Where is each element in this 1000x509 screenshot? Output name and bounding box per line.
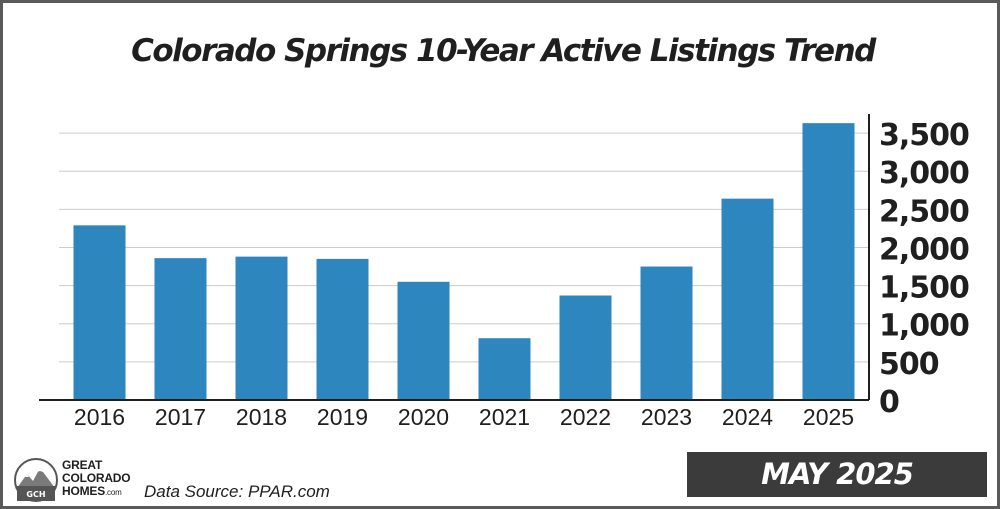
brand-name: GREAT COLORADO HOMES.com bbox=[62, 458, 131, 499]
date-banner: MAY 2025 bbox=[687, 452, 987, 497]
bar-2025 bbox=[802, 123, 855, 400]
y-tick-label: 1,000 bbox=[879, 309, 969, 344]
brand-line-3-suffix: .com bbox=[105, 488, 122, 497]
bar-2017 bbox=[154, 258, 207, 400]
brand-line-3: HOMES.com bbox=[62, 485, 130, 499]
bar-2024 bbox=[721, 198, 774, 400]
logo-initials: GCH bbox=[26, 490, 45, 499]
bar-2022 bbox=[559, 295, 612, 400]
bar-2016 bbox=[73, 225, 126, 400]
bar-2023 bbox=[640, 266, 693, 400]
axes bbox=[39, 114, 870, 401]
brand-line-1: GREAT bbox=[62, 458, 103, 472]
y-tick-label: 0 bbox=[879, 385, 899, 420]
brand-line-3-text: HOMES bbox=[62, 484, 106, 498]
x-tick-label: 2018 bbox=[236, 404, 287, 430]
x-tick-label: 2023 bbox=[641, 404, 692, 430]
x-tick-label: 2019 bbox=[317, 404, 368, 430]
x-tick-label: 2021 bbox=[479, 404, 530, 430]
bars bbox=[73, 123, 855, 400]
y-tick-label: 1,500 bbox=[879, 271, 969, 306]
y-tick-label: 2,500 bbox=[879, 194, 969, 229]
x-tick-label: 2022 bbox=[560, 404, 611, 430]
bar-chart: 2016 2017 2018 2019 2020 2021 2022 2023 2024 2025… bbox=[39, 114, 970, 430]
bar-2018 bbox=[235, 256, 288, 400]
mountain-logo-icon: GCH bbox=[14, 458, 58, 502]
y-tick-label: 500 bbox=[879, 347, 939, 382]
x-tick-label: 2016 bbox=[74, 404, 125, 430]
chart-title: Colorado Springs 10-Year Active Listings… bbox=[131, 33, 876, 69]
bar-2020 bbox=[397, 281, 450, 400]
x-tick-label: 2020 bbox=[398, 404, 449, 430]
brand-line-2: COLORADO bbox=[62, 471, 131, 485]
bar-2019 bbox=[316, 258, 369, 400]
y-tick-label: 2,000 bbox=[879, 232, 969, 267]
data-source-note: Data Source: PPAR.com bbox=[144, 482, 330, 501]
x-tick-label: 2017 bbox=[155, 404, 206, 430]
bar-2021 bbox=[478, 338, 531, 400]
x-tick-label: 2024 bbox=[722, 404, 773, 430]
x-tick-labels: 2016 2017 2018 2019 2020 2021 2022 2023 2024 2025 bbox=[74, 404, 854, 430]
x-tick-label: 2025 bbox=[803, 404, 854, 430]
y-tick-label: 3,000 bbox=[879, 156, 969, 191]
y-tick-label: 3,500 bbox=[879, 118, 969, 153]
